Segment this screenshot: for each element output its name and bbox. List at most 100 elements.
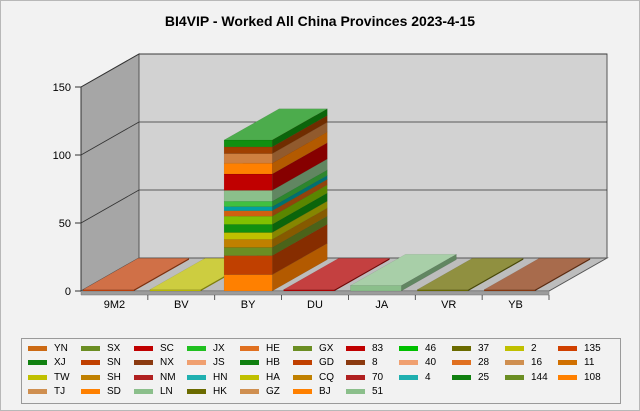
legend-item: 40: [399, 357, 436, 369]
legend-item: 25: [452, 371, 489, 383]
bar-face: [282, 258, 391, 290]
legend-label: YN: [54, 342, 68, 354]
bar-segment-face: [223, 146, 273, 154]
legend-swatch: [187, 389, 206, 394]
y-tick-label: 0: [65, 286, 71, 298]
bar-segment-face: [223, 162, 273, 175]
bar: [349, 253, 458, 292]
legend-label: NX: [160, 357, 174, 368]
legend-label: LN: [160, 386, 173, 397]
legend-swatch: [558, 360, 577, 365]
legend-swatch: [28, 389, 47, 394]
y-tick-label: 150: [53, 82, 71, 94]
bar-segment-face: [223, 139, 273, 148]
bar-face: [82, 258, 190, 290]
x-tick-label: BV: [174, 299, 189, 311]
gridline: [80, 53, 140, 88]
x-tick-label: DU: [307, 299, 323, 311]
legend-label: 28: [478, 357, 490, 368]
legend-swatch: [346, 345, 365, 351]
legend-swatch: [346, 389, 365, 394]
legend-label: SX: [107, 342, 121, 354]
chart-legend: YN SX SC JX HE GX 83 46 37 2 135 XJ SN NX JS HB GD 8 40 28 1…: [21, 338, 621, 404]
bar: [483, 257, 591, 292]
legend-label: 46: [425, 342, 437, 354]
bar-segment-face: [223, 224, 273, 233]
bar-face: [82, 289, 135, 292]
x-tick-label: BY: [241, 299, 256, 311]
legend-label: CQ: [319, 371, 334, 383]
legend-swatch: [452, 374, 471, 380]
bar: [416, 257, 524, 292]
legend-label: HN: [213, 371, 228, 383]
bar-segment-face: [223, 190, 273, 202]
legend-label: SC: [160, 342, 174, 354]
legend-swatch: [240, 389, 259, 394]
bar-segment-face: [223, 247, 273, 256]
legend-label: XJ: [54, 357, 66, 368]
legend-swatch: [81, 374, 100, 380]
gridline: [80, 189, 140, 224]
legend-item: TW: [28, 371, 70, 383]
legend-swatch: [452, 345, 471, 351]
chart-title: BI4VIP - Worked All China Provinces 2023…: [164, 13, 476, 29]
x-tick-label: 9M2: [104, 299, 125, 311]
y-tick-label: 100: [53, 150, 71, 162]
legend-swatch: [240, 345, 259, 351]
legend-item: HN: [187, 371, 227, 383]
legend-label: SH: [107, 371, 121, 383]
x-tick-label: JA: [375, 299, 389, 311]
y-tick-label: 50: [59, 218, 71, 230]
bar-face: [149, 289, 201, 292]
legend-swatch: [505, 360, 524, 365]
bar-segment-face: [223, 201, 273, 207]
legend-item: SC: [134, 342, 174, 354]
legend-swatch: [134, 389, 153, 394]
legend-swatch: [81, 345, 100, 351]
legend-swatch: [28, 374, 47, 380]
legend-label: JS: [213, 357, 225, 368]
legend-swatch: [452, 360, 471, 365]
legend-swatch: [399, 360, 418, 365]
legend-label: BJ: [319, 386, 331, 397]
legend-item: 28: [452, 357, 489, 369]
legend-label: 144: [531, 371, 548, 383]
legend-swatch: [505, 374, 524, 380]
legend-label: TJ: [54, 386, 66, 397]
legend-label: 8: [372, 357, 378, 368]
legend-label: TW: [54, 371, 70, 383]
legend-label: 108: [584, 371, 601, 383]
legend-item: GX: [293, 342, 333, 354]
legend-label: 40: [425, 357, 437, 368]
legend-swatch: [81, 389, 100, 394]
legend-item: 37: [452, 342, 489, 354]
legend-item: 108: [558, 371, 601, 383]
legend-item: YN: [28, 342, 68, 354]
legend-item: LN: [134, 386, 173, 398]
legend-label: HA: [266, 371, 280, 383]
legend-item: XJ: [28, 357, 66, 369]
legend-swatch: [399, 345, 418, 351]
legend-label: 70: [372, 371, 384, 383]
legend-swatch: [293, 374, 312, 380]
bar-segment-face: [223, 232, 273, 240]
legend-label: HB: [266, 357, 280, 368]
legend-item: HK: [187, 386, 227, 398]
legend-item: HA: [240, 371, 280, 383]
legend-label: NM: [160, 371, 176, 383]
legend-item: GD: [293, 357, 334, 369]
bar-face: [349, 254, 458, 286]
legend-swatch: [28, 360, 47, 365]
legend-item: 46: [399, 342, 436, 354]
legend-swatch: [240, 374, 259, 380]
legend-item: 135: [558, 342, 601, 354]
legend-item: 2: [505, 342, 537, 354]
legend-label: 11: [584, 357, 595, 368]
x-tick-label: YB: [508, 299, 523, 311]
legend-item: TJ: [28, 386, 65, 398]
legend-item: NM: [134, 371, 176, 383]
legend-label: 25: [478, 371, 490, 383]
legend-label: HK: [213, 386, 227, 397]
legend-item: 4: [399, 371, 431, 383]
